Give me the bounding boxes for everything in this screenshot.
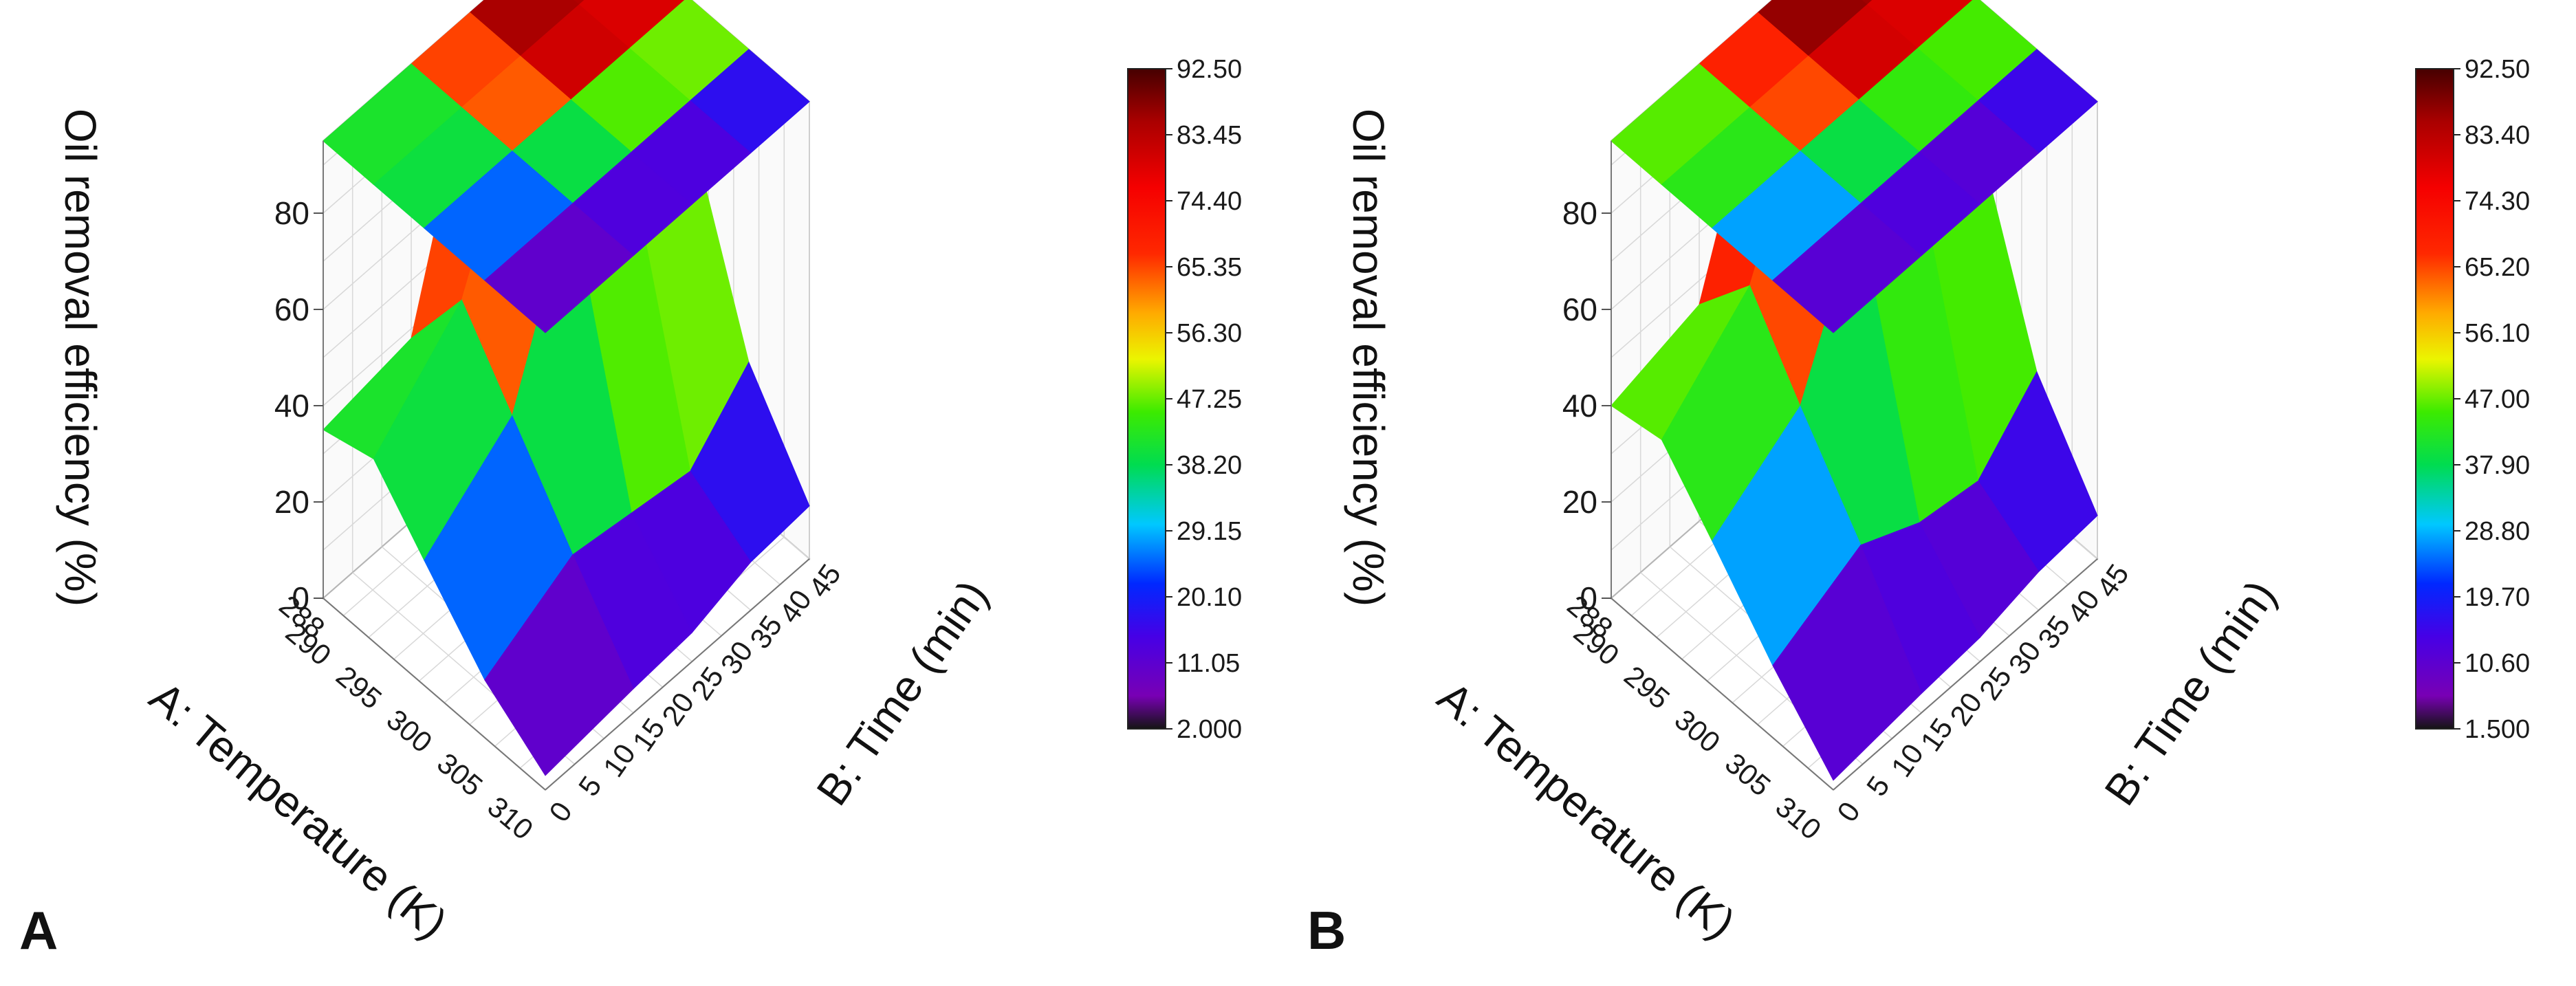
colorbar-tick-label: 74.30 [2465,187,2530,216]
colorbar-tick-label: 92.50 [1177,55,1242,84]
colorbar-tick-label: 20.10 [1177,583,1242,612]
colorbar-tick-label: 28.80 [2465,517,2530,546]
z-tick-label: 0 [1580,580,1597,616]
top-contour-projection [1611,0,2098,333]
colorbar-tick-label: 29.15 [1177,517,1242,546]
z-tick-label: 80 [1562,195,1597,231]
y-axis-label: B: Time (min) [2095,571,2285,814]
colorbar-tick-label: 74.40 [1177,187,1242,216]
colorbar-tick-label: 38.20 [1177,451,1242,480]
z-tick-label: 20 [1562,484,1597,520]
colorbar-tick-label: 1.500 [2465,715,2530,744]
projection-patch [484,203,634,333]
colorbar-tick-label: 10.60 [2465,649,2530,678]
colorbar-tick-label: 47.00 [2465,385,2530,414]
colorbar-tick-label: 65.35 [1177,253,1242,282]
projection-patch [1861,0,1873,6]
z-tick-label: 60 [274,292,309,327]
z-axis-label: Oil removal efficiency (%) [56,109,105,606]
z-tick-label: 0 [292,580,309,616]
colorbar-tick-label: 2.000 [1177,715,1242,744]
surface-patch [1772,544,1922,781]
colorbar-tick-label: 92.50 [2465,55,2530,84]
colorbar-tick-label: 83.45 [1177,121,1242,150]
colorbar-tick-label: 56.30 [1177,319,1242,348]
top-contour-projection [323,0,810,333]
projection-patch [573,0,585,6]
x-tick-label: 300 [1669,703,1727,758]
x-tick-label: 295 [1618,659,1676,715]
surface-patch [484,554,634,776]
colorbar-tick-label: 37.90 [2465,451,2530,480]
z-axis-label: Oil removal efficiency (%) [1344,109,1393,606]
x-tick-label: 310 [1769,790,1827,846]
x-tick-label: 305 [1719,747,1777,802]
x-tick-label: 310 [481,790,539,846]
colorbar [2415,68,2454,730]
y-axis-line [1833,558,2098,791]
x-axis-line [1611,598,1834,791]
x-tick-label: 300 [381,703,439,758]
y-axis-line [545,558,810,791]
colorbar-tick-label: 19.70 [2465,583,2530,612]
z-tick-label: 40 [1562,388,1597,424]
x-axis-line [323,598,546,791]
panel-label: A [19,900,58,961]
panel-label: B [1307,900,1346,961]
z-tick-label: 60 [1562,292,1597,327]
colorbar [1127,68,1166,730]
colorbar-tick-label: 83.40 [2465,121,2530,150]
y-tick-label: 0 [1831,796,1866,827]
colorbar-tick-label: 65.20 [2465,253,2530,282]
colorbar-tick-label: 11.05 [1177,649,1240,678]
x-tick-label: 305 [431,747,489,802]
z-tick-label: 80 [274,195,309,231]
z-tick-label: 40 [274,388,309,424]
y-axis-label: B: Time (min) [807,571,997,814]
colorbar-tick-label: 47.25 [1177,385,1242,414]
projection-patch [1772,203,1922,333]
x-tick-label: 295 [330,659,388,715]
z-tick-label: 20 [274,484,309,520]
y-tick-label: 0 [543,796,578,827]
colorbar-tick-label: 56.10 [2465,319,2530,348]
y-tick-label: 5 [572,770,608,802]
y-tick-label: 5 [1860,770,1896,802]
